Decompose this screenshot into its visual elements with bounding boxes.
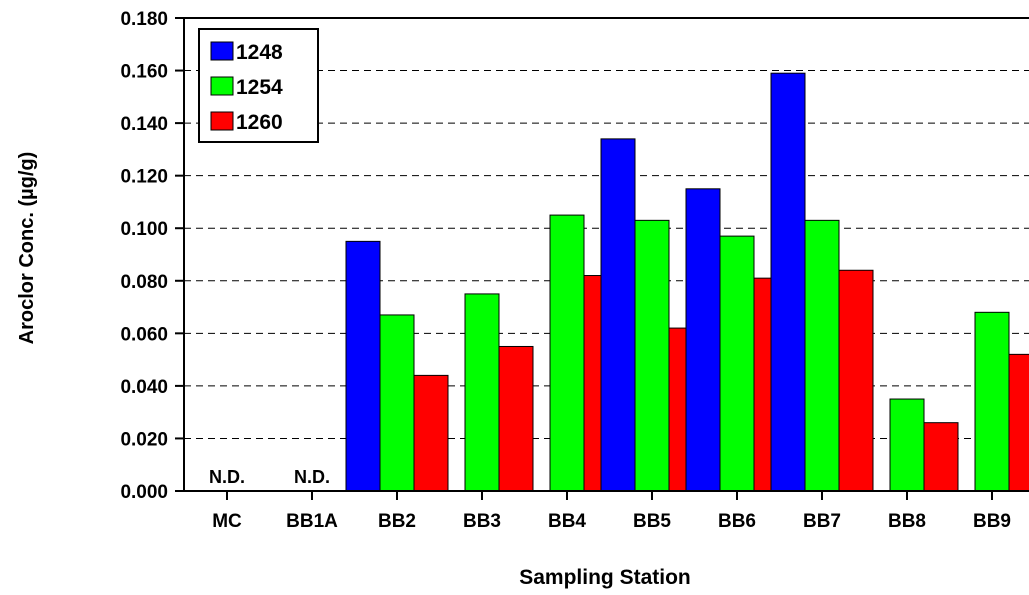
x-tick-label: BB8 [888, 511, 926, 532]
x-tick-label: BB9 [973, 511, 1011, 532]
x-tick-label: BB3 [463, 511, 501, 532]
annotations: N.D. N.D. [209, 467, 330, 487]
legend-swatch [210, 76, 234, 96]
bar [889, 398, 925, 492]
axes [175, 17, 1029, 500]
x-tick-label: BB5 [633, 511, 671, 532]
legend-swatch [210, 111, 234, 131]
y-tick-label: 0.100 [120, 219, 168, 240]
annotation-label: N.D. [209, 467, 245, 487]
bar [498, 345, 534, 492]
y-axis-title: Aroclor Conc. (µg/g) [16, 152, 38, 345]
bar [923, 422, 959, 492]
bar [413, 374, 449, 492]
bar [345, 240, 381, 492]
annotation-label: N.D. [294, 467, 330, 487]
legend-label: 1248 [236, 41, 283, 64]
y-tick-label: 0.020 [120, 429, 168, 450]
y-tick-label: 0.060 [120, 324, 168, 345]
legend-label: 1260 [236, 111, 283, 134]
x-axis-title: Sampling Station [519, 566, 691, 589]
bars [345, 72, 1029, 492]
bar [719, 235, 755, 492]
y-tick-label: 0.000 [120, 482, 168, 503]
x-tick-label: BB2 [378, 511, 416, 532]
bar [838, 269, 874, 492]
x-tick-label: BB1A [286, 511, 338, 532]
legend: 1248 1254 1260 [198, 28, 319, 143]
bar [634, 219, 670, 492]
y-tick-label: 0.120 [120, 167, 168, 188]
bar [379, 314, 415, 492]
x-tick-label: BB7 [803, 511, 841, 532]
bar [1008, 353, 1029, 492]
y-tick-label: 0.140 [120, 114, 168, 135]
x-tick-label: BB6 [718, 511, 756, 532]
legend-label: 1254 [236, 76, 283, 99]
y-tick-label: 0.040 [120, 377, 168, 398]
y-tick-label: 0.160 [120, 62, 168, 83]
bar [549, 214, 585, 492]
bar [600, 138, 636, 492]
bar [464, 293, 500, 492]
bar [770, 72, 806, 492]
legend-swatch [210, 41, 234, 61]
bar [685, 188, 721, 492]
tick-labels: 0.000 0.020 0.040 0.060 0.080 0.100 0.120 0.140… [120, 9, 1011, 532]
y-tick-label: 0.180 [120, 9, 168, 30]
bar [974, 311, 1010, 492]
y-tick-label: 0.080 [120, 272, 168, 293]
bar [804, 219, 840, 492]
x-tick-label: BB4 [548, 511, 586, 532]
x-tick-label: MC [212, 511, 242, 532]
